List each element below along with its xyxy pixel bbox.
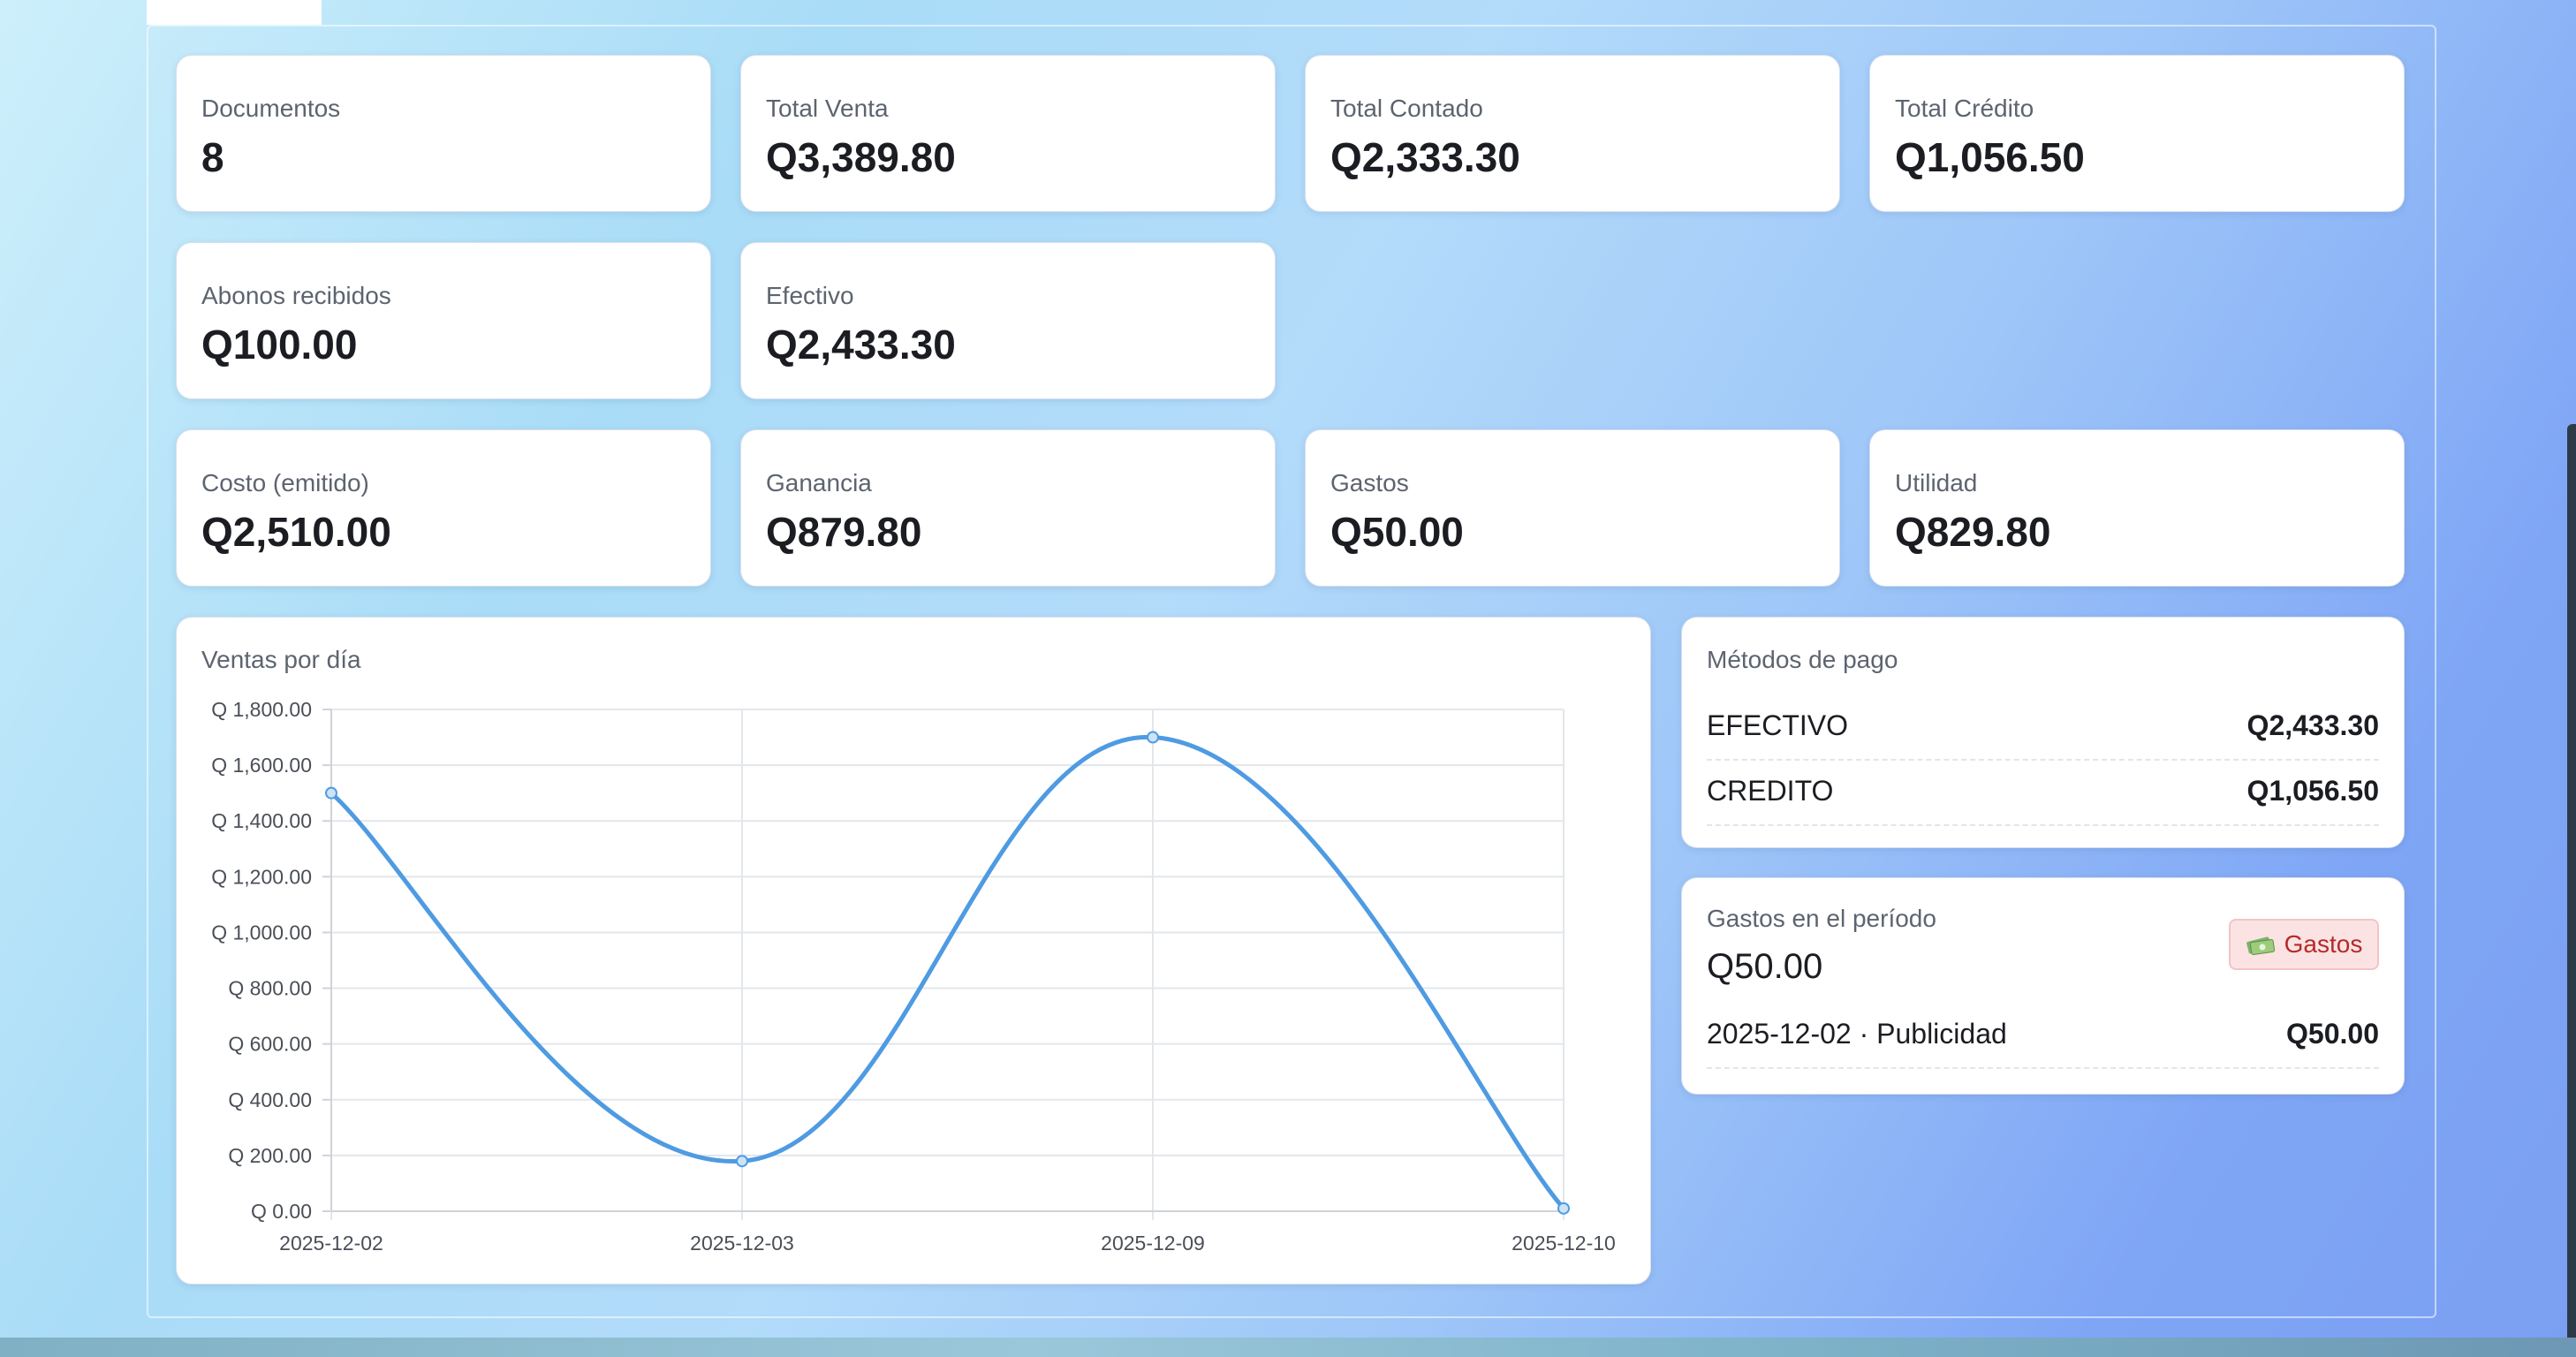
y-tick-label: Q 800.00 [228,977,312,1000]
stat-value: Q3,389.80 [766,134,956,180]
stat-card-total-credito: Total Crédito Q1,056.50 [1869,55,2405,212]
expense-amount: Q50.00 [2286,1018,2379,1050]
stat-label: Abonos recibidos [201,282,391,309]
data-point [736,1155,748,1168]
expenses-card: Gastos en el período Q50.00 Gastos 2025-… [1681,877,2405,1095]
stat-card-gastos: Gastos Q50.00 [1305,429,1840,587]
stat-value: Q50.00 [1330,509,1464,555]
y-tick-label: Q 400.00 [228,1088,312,1111]
payment-method-row: CREDITO Q1,056.50 [1707,762,2379,826]
stat-label: Ganancia [766,469,872,497]
chart-title: Ventas por día [201,646,361,673]
report-panel [147,25,2436,1318]
stat-value: Q100.00 [201,322,358,368]
stat-value: Q2,333.30 [1330,134,1520,180]
stat-label: Costo (emitido) [201,469,369,497]
y-tick-label: Q 1,600.00 [211,754,312,777]
stat-card-utilidad: Utilidad Q829.80 [1869,429,2405,587]
stat-card-documentos: Documentos 8 [176,55,711,212]
stat-value: Q879.80 [766,509,922,555]
tab-stub[interactable] [147,0,322,25]
stat-value: Q1,056.50 [1895,134,2085,180]
sales-line-chart[interactable]: Q 0.00 Q 200.00 Q 400.00 Q 600.00 Q 800.00 Q … [177,618,1652,1285]
data-point [325,786,337,800]
y-tick-label: Q 1,800.00 [211,698,312,721]
stat-label: Utilidad [1895,469,1978,497]
payment-method-row: EFECTIVO Q2,433.30 [1707,697,2379,761]
stat-card-total-contado: Total Contado Q2,333.30 [1305,55,1840,212]
expenses-total: Q50.00 [1707,947,1823,986]
data-point [1557,1202,1570,1215]
x-tick-label: 2025-12-02 [279,1232,383,1255]
x-tick-label: 2025-12-03 [690,1232,794,1255]
y-tick-label: Q 200.00 [228,1144,312,1167]
x-tick-label: 2025-12-10 [1512,1232,1616,1255]
expenses-badge-label: Gastos [2284,930,2363,958]
stat-value: Q829.80 [1895,509,2051,555]
payment-method-name: CREDITO [1707,775,1834,807]
sales-chart-card: Ventas por día Q 0.00 Q 200.00 Q 400.00 Q 6… [176,617,1651,1285]
stat-card-ganancia: Ganancia Q879.80 [740,429,1276,587]
payment-methods-title: Métodos de pago [1707,646,1898,673]
stat-value: Q2,510.00 [201,509,391,555]
stat-label: Documentos [201,95,341,122]
window-bottom-edge [0,1338,2576,1357]
stat-value: Q2,433.30 [766,322,956,368]
series-line [330,735,1565,1210]
payment-method-name: EFECTIVO [1707,709,1849,741]
expenses-badge[interactable]: Gastos [2229,919,2379,970]
y-tick-label: Q 0.00 [251,1200,312,1223]
data-point [1147,731,1159,744]
expense-row: 2025-12-02 · Publicidad Q50.00 [1707,1005,2379,1069]
payment-methods-card: Métodos de pago EFECTIVO Q2,433.30 CREDI… [1681,617,2405,848]
stat-card-total-venta: Total Venta Q3,389.80 [740,55,1276,212]
expenses-title: Gastos en el período [1707,905,1936,932]
stat-label: Total Venta [766,95,889,122]
x-tick-label: 2025-12-09 [1101,1232,1205,1255]
money-icon [2246,936,2275,955]
stat-value: 8 [201,134,224,180]
stat-label: Efectivo [766,282,854,309]
stat-card-abonos: Abonos recibidos Q100.00 [176,242,711,399]
stat-card-efectivo: Efectivo Q2,433.30 [740,242,1276,399]
y-tick-label: Q 1,400.00 [211,809,312,832]
y-tick-label: Q 600.00 [228,1033,312,1056]
payment-method-amount: Q2,433.30 [2246,709,2379,741]
expense-description: 2025-12-02 · Publicidad [1707,1018,2007,1050]
y-tick-label: Q 1,200.00 [211,865,312,888]
payment-method-amount: Q1,056.50 [2246,775,2379,807]
stat-label: Total Contado [1330,95,1483,122]
stat-label: Gastos [1330,469,1409,497]
scrollbar[interactable] [2567,424,2576,1357]
stat-label: Total Crédito [1895,95,2034,122]
y-tick-label: Q 1,000.00 [211,921,312,944]
stat-card-costo: Costo (emitido) Q2,510.00 [176,429,711,587]
